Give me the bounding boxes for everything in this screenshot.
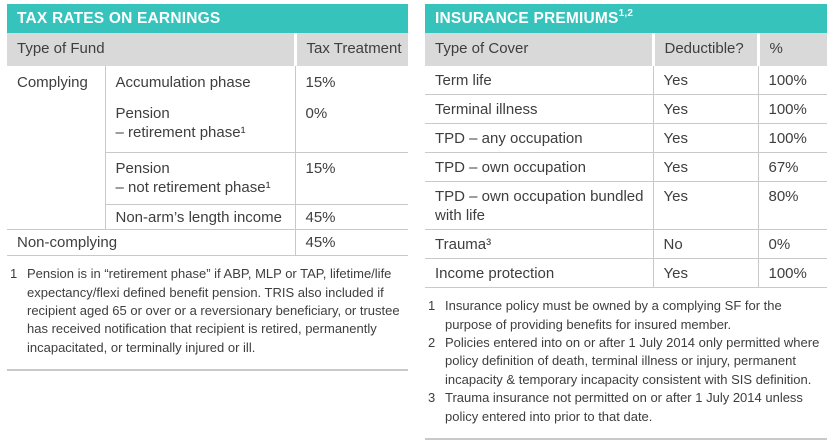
deductible-cell: Yes — [652, 123, 758, 153]
table-row: TPD – own occupation bundled with life Y… — [425, 181, 827, 231]
footnote-number: 2 — [428, 335, 436, 351]
cover-cell: Income protection — [425, 258, 653, 289]
cover-cell: Terminal illness — [425, 94, 653, 124]
footnote: 3 Trauma insurance not permitted on or a… — [428, 389, 827, 426]
insurance-premiums-footnotes: 1 Insurance policy must be owned by a co… — [425, 288, 827, 441]
cover-cell: Term life — [425, 65, 653, 95]
cover-cell: TPD – own occupation — [425, 152, 653, 182]
table-row: Pension – retirement phase¹ 0% — [7, 103, 408, 153]
deductible-cell: Yes — [652, 152, 758, 182]
footnote-text: Policies entered into on or after 1 July… — [445, 335, 820, 387]
footnote-number: 1 — [428, 298, 436, 314]
pct-cell: 100% — [757, 65, 827, 95]
header-row: Type of Fund Tax Treatment — [7, 33, 408, 66]
deductible-cell: Yes — [652, 65, 758, 95]
fund-cell: Non-complying — [7, 229, 295, 257]
tax-rates-table: Type of Fund Tax Treatment Complying Acc… — [7, 33, 408, 257]
rate-cell: 45% — [294, 204, 408, 231]
item-cell: Pension – retirement phase¹ — [104, 103, 295, 153]
title-superscript: 1,2 — [618, 7, 634, 19]
col-header-type-of-fund: Type of Fund — [7, 33, 295, 66]
tax-rates-section: TAX RATES ON EARNINGS Type of Fund Tax T… — [7, 4, 408, 440]
pct-cell: 100% — [757, 123, 827, 153]
footnote-number: 3 — [428, 390, 436, 406]
table-row: Income protection Yes 100% — [425, 258, 827, 289]
col-header-percent: % — [756, 33, 827, 66]
item-cell: Non-arm’s length income — [104, 204, 295, 231]
tax-rates-title-bar: TAX RATES ON EARNINGS — [7, 4, 408, 33]
footnote: 1 Insurance policy must be owned by a co… — [428, 297, 827, 334]
footnote-text: Trauma insurance not permitted on or aft… — [445, 390, 803, 424]
table-row: Term life Yes 100% — [425, 65, 827, 95]
footnote-text: Pension is in “retirement phase” if ABP,… — [27, 266, 400, 355]
col-header-tax-treatment: Tax Treatment — [293, 33, 408, 66]
table-row: Trauma³ No 0% — [425, 229, 827, 260]
table-row: TPD – own occupation Yes 67% — [425, 152, 827, 182]
table-row: Pension – not retirement phase¹ 15% — [7, 152, 408, 205]
rate-cell: 0% — [294, 103, 408, 153]
table-row: Non-complying 45% — [7, 229, 408, 257]
deductible-cell: Yes — [652, 94, 758, 124]
deductible-cell: Yes — [652, 181, 758, 231]
rate-cell: 45% — [294, 229, 408, 257]
pct-cell: 67% — [757, 152, 827, 182]
tax-rates-footnotes: 1 Pension is in “retirement phase” if AB… — [7, 256, 408, 372]
table-row: Complying Accumulation phase 15% — [7, 65, 408, 231]
rate-cell: 15% — [294, 152, 408, 205]
pct-cell: 100% — [757, 94, 827, 124]
footnote: 2 Policies entered into on or after 1 Ju… — [428, 334, 827, 389]
insurance-premiums-table: Type of Cover Deductible? % Term life Ye… — [425, 33, 827, 289]
tax-rates-title: TAX RATES ON EARNINGS — [17, 10, 221, 27]
table-row: Terminal illness Yes 100% — [425, 94, 827, 124]
header-row: Type of Cover Deductible? % — [425, 33, 827, 66]
col-header-type-of-cover: Type of Cover — [425, 33, 653, 66]
item-cell: Pension – not retirement phase¹ — [104, 152, 295, 205]
pct-cell: 0% — [757, 229, 827, 260]
col-header-deductible: Deductible? — [651, 33, 758, 66]
item-cell: Accumulation phase — [104, 65, 295, 104]
insurance-premiums-section: INSURANCE PREMIUMS1,2 Type of Cover Dedu… — [425, 4, 827, 441]
footnote-number: 1 — [10, 266, 18, 282]
cover-cell: Trauma³ — [425, 229, 653, 260]
insurance-premiums-title: INSURANCE PREMIUMS — [435, 10, 619, 27]
insurance-premiums-title-bar: INSURANCE PREMIUMS1,2 — [425, 4, 827, 33]
footnote-text: Insurance policy must be owned by a comp… — [445, 298, 782, 332]
deductible-cell: Yes — [652, 258, 758, 289]
pct-cell: 100% — [757, 258, 827, 289]
footnote: 1 Pension is in “retirement phase” if AB… — [10, 265, 408, 357]
table-row: TPD – any occupation Yes 100% — [425, 123, 827, 153]
pct-cell: 80% — [757, 181, 827, 231]
cover-cell: TPD – any occupation — [425, 123, 653, 153]
rate-cell: 15% — [294, 65, 408, 104]
deductible-cell: No — [652, 229, 758, 260]
table-row: Non-arm’s length income 45% — [7, 204, 408, 231]
cover-cell: TPD – own occupation bundled with life — [425, 181, 653, 231]
fund-cell: Complying — [7, 65, 105, 231]
